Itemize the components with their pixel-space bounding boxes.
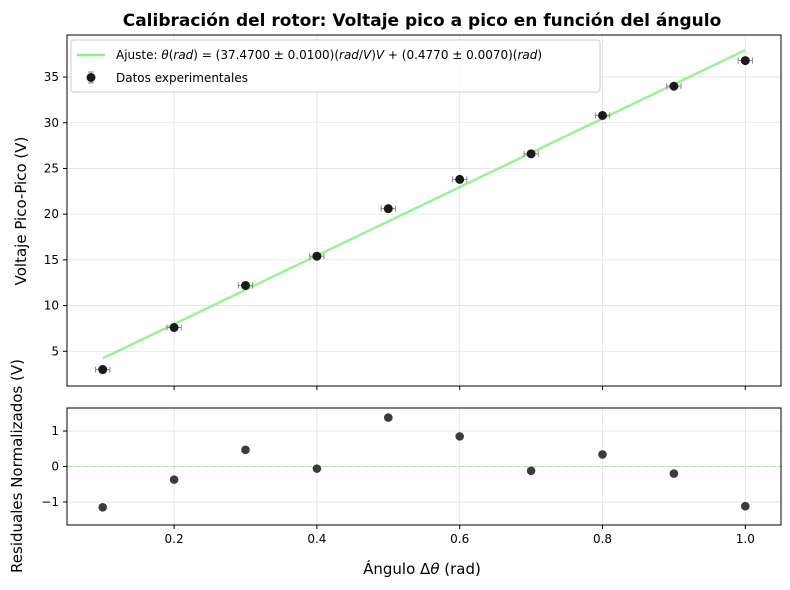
x-tick-label: 1.0 (736, 532, 755, 546)
main-y-tick-label: 20 (44, 207, 59, 221)
data-point (166, 323, 182, 332)
data-point (452, 174, 468, 184)
main-y-tick-label: 5 (51, 344, 59, 358)
legend-data-label: Datos experimentales (116, 71, 248, 85)
x-tick-label: 0.8 (593, 532, 612, 546)
data-point (95, 365, 111, 375)
residuals-plot-panel: 0.2 0.4 0.6 0.8 1.0 −1 0 1 Residuales Normaliza… (8, 359, 782, 573)
data-point (523, 149, 539, 159)
data-point (737, 56, 753, 66)
x-tick-label: 0.6 (450, 532, 469, 546)
main-y-axis-label: Voltaje Pico-Pico (V) (12, 137, 30, 286)
data-marker (383, 204, 393, 214)
data-marker (98, 365, 108, 375)
residual-point (98, 502, 107, 512)
data-marker (455, 174, 465, 184)
main-plot-frame (66, 34, 782, 387)
data-point (309, 251, 325, 261)
main-y-tick-label: 10 (44, 299, 59, 313)
main-y-tick-label: 25 (44, 161, 59, 175)
residual-point (669, 469, 679, 478)
residual-point (384, 413, 393, 422)
data-marker (669, 81, 679, 91)
fit-line (102, 48, 746, 360)
data-marker (241, 280, 250, 290)
residual-point (455, 432, 465, 441)
legend-fit-label: Ajuste: θ(rad) = (37.4700 ± 0.0100)(rad/… (116, 48, 542, 62)
residual-point (741, 501, 750, 511)
data-point (237, 280, 254, 290)
residual-point (241, 445, 250, 455)
residuals-y-tick-label: 1 (51, 424, 59, 438)
residual-point (169, 475, 179, 484)
residual-point (526, 466, 536, 476)
data-marker (526, 149, 536, 159)
x-axis-label: Ángulo Δθ (rad) (363, 559, 481, 578)
legend-box (70, 39, 601, 93)
legend-data-marker-swatch (86, 71, 96, 84)
data-marker (740, 56, 750, 66)
data-point (666, 81, 682, 91)
data-marker (598, 110, 607, 120)
x-tick-label: 0.4 (307, 532, 326, 546)
residual-point (312, 464, 322, 473)
main-y-tick-label: 30 (44, 116, 59, 130)
residuals-y-axis-label: Residuales Normalizados (V) (8, 359, 26, 573)
residual-point (598, 450, 607, 459)
residuals-y-tick-label: −1 (41, 495, 59, 509)
data-point (380, 204, 396, 214)
main-y-tick-label: 15 (44, 253, 59, 267)
main-y-tick-label: 35 (44, 70, 59, 84)
x-tick-label: 0.2 (165, 532, 184, 546)
legend: Ajuste: θ(rad) = (37.4700 ± 0.0100)(rad/… (70, 39, 601, 93)
data-point (594, 110, 611, 120)
residuals-y-tick-label: 0 (51, 460, 59, 474)
data-marker (312, 251, 322, 261)
data-marker (169, 323, 179, 332)
chart-title: Calibración del rotor: Voltaje pico a pi… (123, 11, 722, 31)
